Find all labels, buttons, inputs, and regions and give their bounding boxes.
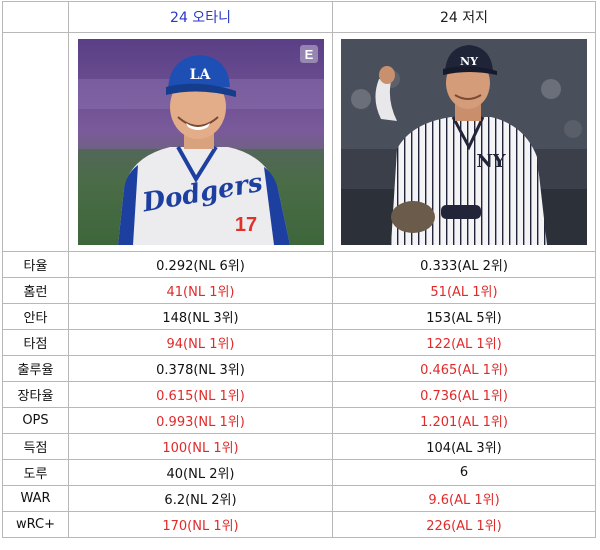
photo-row: E Dodgers 17 LA: [2, 32, 596, 252]
stat-row: 득점 100(NL 1위) 104(AL 3위): [2, 433, 596, 460]
stat-row: OPS 0.993(NL 1위) 1.201(AL 1위): [2, 407, 596, 434]
stat-label: 타율: [2, 251, 69, 278]
player1-stat: 148(NL 3위): [68, 303, 333, 330]
player1-photo: E Dodgers 17 LA: [77, 39, 324, 245]
stat-label: 도루: [2, 459, 69, 486]
stat-row: 타율 0.292(NL 6위) 0.333(AL 2위): [2, 251, 596, 278]
jersey-number: 17: [234, 214, 256, 236]
corner-cell: [2, 1, 69, 33]
player1-stat: 94(NL 1위): [68, 329, 333, 356]
player2-stat: 122(AL 1위): [332, 329, 596, 356]
player1-stat: 6.2(NL 2위): [68, 485, 333, 512]
player1-stat: 100(NL 1위): [68, 433, 333, 460]
player2-stat: 226(AL 1위): [332, 511, 596, 538]
player2-stat: 0.333(AL 2위): [332, 251, 596, 278]
watermark-logo: E: [304, 47, 313, 62]
player2-stat: 9.6(AL 1위): [332, 485, 596, 512]
stat-row: 도루 40(NL 2위) 6: [2, 459, 596, 486]
stat-row: 출루율 0.378(NL 3위) 0.465(AL 1위): [2, 355, 596, 382]
player2-stat: 104(AL 3위): [332, 433, 596, 460]
player1-stat: 0.993(NL 1위): [68, 407, 333, 434]
stat-label: WAR: [2, 485, 69, 512]
player2-stat: 1.201(AL 1위): [332, 407, 596, 434]
stat-label: wRC+: [2, 511, 69, 538]
player2-photo-cell: NY NY: [332, 32, 596, 252]
stat-row: 안타 148(NL 3위) 153(AL 5위): [2, 303, 596, 330]
stat-row: wRC+ 170(NL 1위) 226(AL 1위): [2, 511, 596, 538]
player2-stat: 51(AL 1위): [332, 277, 596, 304]
cap-logo: NY: [460, 55, 478, 68]
stat-row: WAR 6.2(NL 2위) 9.6(AL 1위): [2, 485, 596, 512]
stat-label: 장타율: [2, 381, 69, 408]
jersey-logo: NY: [476, 151, 506, 172]
player1-stat: 0.292(NL 6위): [68, 251, 333, 278]
player1-stat: 41(NL 1위): [68, 277, 333, 304]
player2-header: 24 저지: [332, 1, 596, 33]
player2-stat: 6: [332, 459, 596, 486]
header-row: 24 오타니 24 저지: [2, 1, 596, 33]
stat-row: 장타율 0.615(NL 1위) 0.736(AL 1위): [2, 381, 596, 408]
player2-stat: 153(AL 5위): [332, 303, 596, 330]
stats-body: 타율 0.292(NL 6위) 0.333(AL 2위) 홈런 41(NL 1위) 51(…: [2, 251, 596, 538]
player1-stat: 170(NL 1위): [68, 511, 333, 538]
stat-label: OPS: [2, 407, 69, 434]
cap-logo: LA: [189, 67, 211, 83]
stat-label: 홈런: [2, 277, 69, 304]
stat-row: 홈런 41(NL 1위) 51(AL 1위): [2, 277, 596, 304]
stat-label: 타점: [2, 329, 69, 356]
stat-label: 득점: [2, 433, 69, 460]
player2-stat: 0.736(AL 1위): [332, 381, 596, 408]
player1-stat: 0.378(NL 3위): [68, 355, 333, 382]
stat-label: 출루율: [2, 355, 69, 382]
player2-photo: NY NY: [341, 39, 587, 245]
comparison-table: 24 오타니 24 저지: [2, 1, 596, 538]
photo-corner-cell: [2, 32, 69, 252]
player1-photo-cell: E Dodgers 17 LA: [68, 32, 333, 252]
player2-stat: 0.465(AL 1위): [332, 355, 596, 382]
player1-header: 24 오타니: [68, 1, 333, 33]
stat-row: 타점 94(NL 1위) 122(AL 1위): [2, 329, 596, 356]
player1-stat: 0.615(NL 1위): [68, 381, 333, 408]
stat-label: 안타: [2, 303, 69, 330]
player1-stat: 40(NL 2위): [68, 459, 333, 486]
